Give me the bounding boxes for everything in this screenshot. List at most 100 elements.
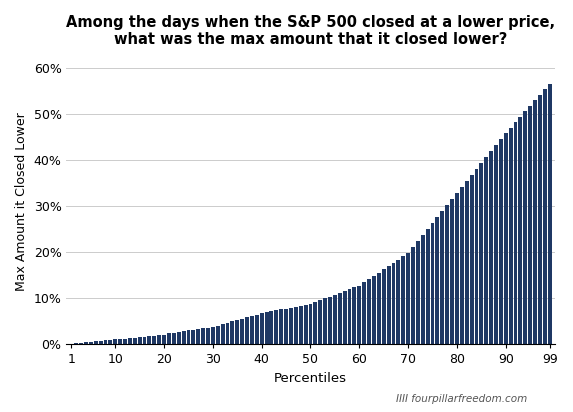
Bar <box>245 317 249 344</box>
Bar <box>362 282 366 344</box>
Bar <box>299 306 303 344</box>
Bar <box>494 145 498 344</box>
Bar <box>182 331 186 344</box>
Bar <box>426 229 430 344</box>
Bar <box>391 263 395 344</box>
Bar <box>323 298 327 344</box>
Bar <box>440 211 444 344</box>
Bar <box>147 336 151 344</box>
Bar <box>406 253 410 344</box>
Bar <box>230 321 234 344</box>
Bar <box>128 338 132 344</box>
Bar <box>348 289 351 344</box>
Bar <box>470 176 473 344</box>
Bar <box>519 117 523 344</box>
Bar <box>221 324 225 344</box>
Bar <box>509 128 513 344</box>
Bar <box>118 339 122 344</box>
Bar <box>104 340 107 344</box>
Bar <box>548 84 552 344</box>
Bar <box>480 164 483 344</box>
Bar <box>186 330 190 344</box>
Bar <box>255 314 259 344</box>
Bar <box>538 95 542 344</box>
Bar <box>172 332 176 344</box>
Bar <box>89 342 93 344</box>
Bar <box>333 295 337 344</box>
Bar <box>304 305 308 344</box>
Text: IIII fourpillarfreedom.com: IIII fourpillarfreedom.com <box>396 394 527 404</box>
Bar <box>308 304 312 344</box>
Bar <box>176 332 180 344</box>
Bar <box>504 133 508 344</box>
Bar <box>397 260 401 344</box>
Bar <box>265 312 269 344</box>
Bar <box>489 151 493 344</box>
Bar <box>152 336 156 344</box>
Bar <box>358 286 361 344</box>
Bar <box>191 330 195 344</box>
Bar <box>474 169 478 344</box>
Bar <box>157 335 161 344</box>
Bar <box>343 291 347 344</box>
Bar <box>211 327 215 344</box>
Bar <box>528 106 532 344</box>
Bar <box>460 187 464 344</box>
Bar <box>465 181 469 344</box>
Bar <box>250 316 254 344</box>
Bar <box>411 247 415 344</box>
Bar <box>372 276 376 344</box>
Bar <box>484 157 488 344</box>
Bar <box>284 309 288 344</box>
Bar <box>499 139 503 344</box>
Bar <box>201 328 205 344</box>
Bar <box>240 319 244 344</box>
Bar <box>269 311 273 344</box>
Bar <box>260 313 264 344</box>
Bar <box>113 339 117 344</box>
Bar <box>533 100 537 344</box>
Bar <box>421 235 425 344</box>
Bar <box>74 343 78 344</box>
Title: Among the days when the S&P 500 closed at a lower price,
what was the max amount: Among the days when the S&P 500 closed a… <box>66 15 555 47</box>
Bar <box>274 310 278 344</box>
Bar <box>313 302 317 344</box>
Bar <box>416 241 420 344</box>
Bar <box>206 328 210 344</box>
Bar <box>143 337 147 344</box>
Bar <box>133 337 137 344</box>
X-axis label: Percentiles: Percentiles <box>274 372 347 385</box>
Bar <box>79 343 83 344</box>
Bar <box>328 297 332 344</box>
Bar <box>523 111 527 344</box>
Bar <box>445 205 449 344</box>
Bar <box>435 217 439 344</box>
Bar <box>455 193 459 344</box>
Bar <box>99 341 103 344</box>
Bar <box>123 339 127 344</box>
Bar <box>338 293 342 344</box>
Bar <box>236 320 239 344</box>
Bar <box>382 269 386 344</box>
Bar <box>367 279 371 344</box>
Bar <box>430 223 434 344</box>
Bar <box>377 273 381 344</box>
Bar <box>294 307 298 344</box>
Bar <box>279 309 283 344</box>
Bar <box>167 333 171 344</box>
Bar <box>543 89 547 344</box>
Bar <box>352 287 356 344</box>
Bar <box>84 342 88 344</box>
Bar <box>513 122 517 344</box>
Bar <box>138 337 142 344</box>
Bar <box>108 340 112 344</box>
Bar <box>226 323 229 344</box>
Bar <box>319 300 322 344</box>
Bar <box>450 199 454 344</box>
Bar <box>162 335 166 344</box>
Bar <box>401 257 405 344</box>
Bar <box>289 308 293 344</box>
Bar <box>197 329 200 344</box>
Bar <box>387 266 391 344</box>
Bar <box>94 341 97 344</box>
